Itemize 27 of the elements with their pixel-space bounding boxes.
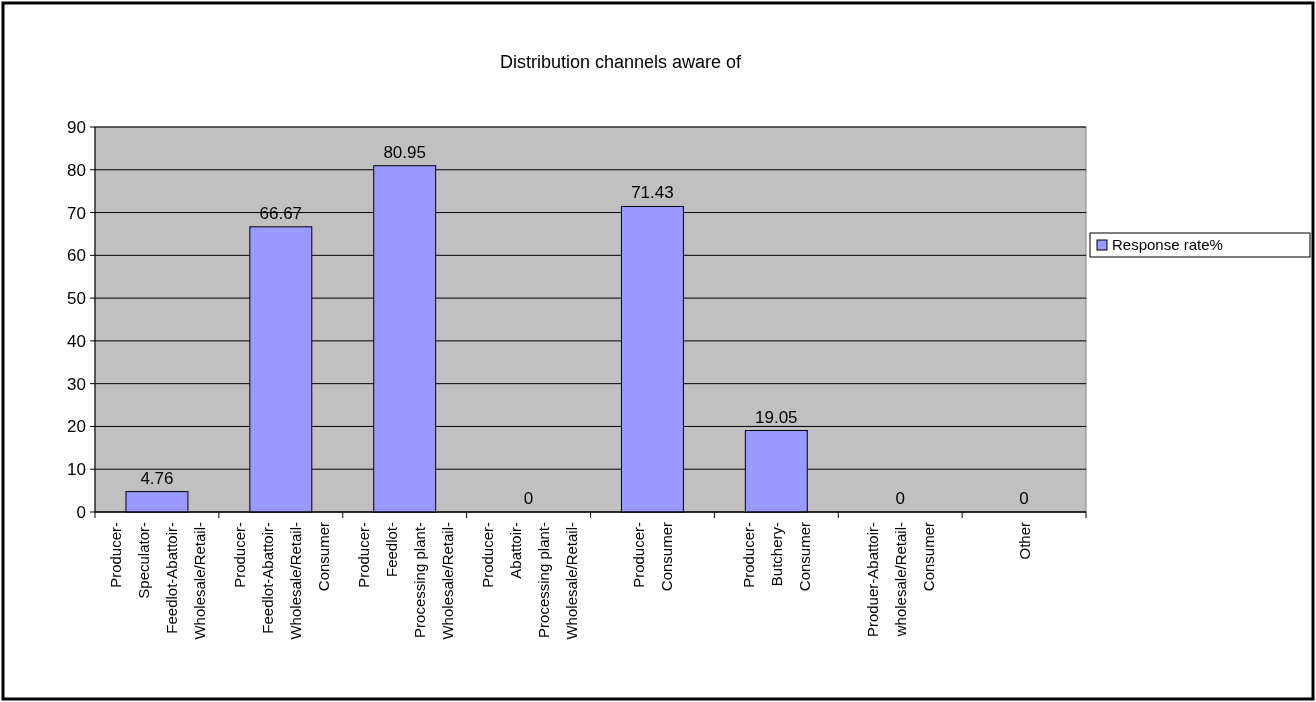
x-tick-label: Producer- Abattoir- Processing plant- Wholesale/Retail- bbox=[478, 522, 580, 640]
data-label: 80.95 bbox=[383, 142, 426, 162]
x-tick-label: Producer- Butchery- Consumer bbox=[740, 522, 814, 592]
y-tick-label: 10 bbox=[67, 460, 86, 480]
x-tick-label: Producer- Consumer bbox=[630, 522, 676, 592]
y-tick-label: 0 bbox=[76, 502, 86, 522]
data-label: 4.76 bbox=[140, 468, 174, 488]
x-tick-label: Other bbox=[1016, 522, 1034, 560]
data-label: 0 bbox=[1019, 489, 1029, 508]
data-label: 0 bbox=[895, 489, 905, 508]
y-tick-label: 60 bbox=[67, 246, 86, 266]
data-label: 19.05 bbox=[755, 407, 798, 427]
data-label: 71.43 bbox=[631, 183, 674, 203]
data-label: 0 bbox=[523, 489, 534, 508]
y-tick-label: 20 bbox=[67, 417, 86, 437]
y-tick-label: 90 bbox=[67, 117, 86, 137]
y-tick-label: 30 bbox=[67, 374, 86, 394]
x-tick-label: Producer- Speculator- Feedlot-Abattoir- Wholesale/Retail- bbox=[106, 522, 208, 640]
x-tick-label: Produer-Abattoir- wholesale/Retail- Consumer bbox=[864, 522, 938, 638]
y-tick-label: 50 bbox=[67, 289, 86, 309]
chart-title: Distribution channels aware of bbox=[499, 52, 743, 72]
y-tick-label: 80 bbox=[67, 160, 86, 180]
x-tick-label: Producer- Feedlot- Processing plant- Wholesale/Retail- bbox=[354, 522, 456, 640]
x-tick-label: Producer- Feedlot-Abattoir- Wholesale/Retail- Consumer bbox=[230, 522, 332, 640]
legend-label: Response rate% bbox=[1112, 236, 1223, 254]
y-tick-label: 40 bbox=[67, 331, 86, 351]
y-tick-label: 70 bbox=[67, 203, 86, 223]
